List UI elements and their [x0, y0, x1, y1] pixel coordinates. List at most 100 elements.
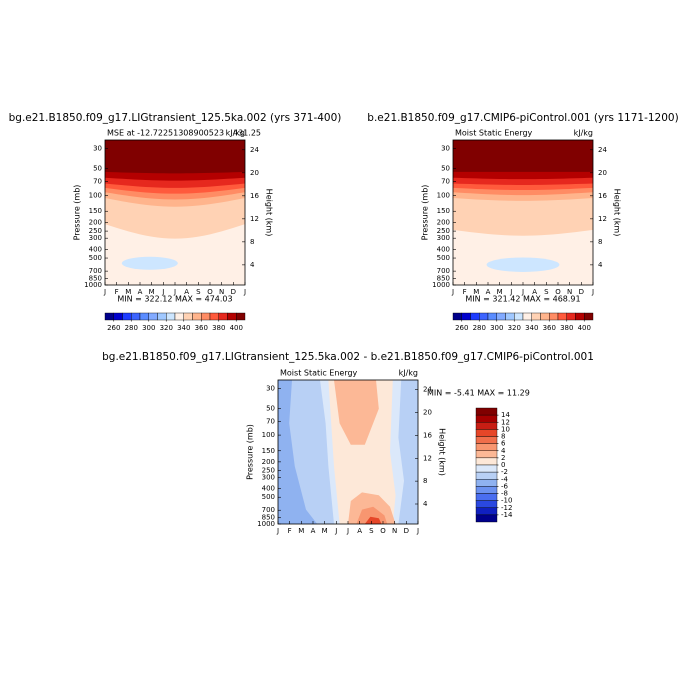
x-tick-label: D	[404, 527, 409, 535]
y2-tick-label: 20	[250, 169, 259, 177]
colorbar-label: 360	[543, 324, 556, 332]
y-tick-label: 100	[437, 191, 450, 199]
field-band	[453, 140, 593, 172]
colorbar-label: 400	[578, 324, 591, 332]
field-blob	[486, 257, 560, 272]
colorbar-box	[122, 312, 132, 321]
x-tick-label: O	[207, 288, 213, 296]
colorbar-label: 14	[501, 411, 510, 419]
y-tick-label: 850	[262, 514, 275, 522]
x-tick-label: D	[231, 288, 236, 296]
colorbar-label: 400	[230, 324, 243, 332]
colorbar-box	[139, 312, 149, 321]
y-tick-label: 150	[89, 207, 102, 215]
colorbar-label: 4	[501, 447, 506, 455]
y-tick-label: 1000	[432, 281, 450, 289]
y-tick-label: 150	[437, 207, 450, 215]
colorbar-box	[475, 450, 498, 459]
y-tick-label: 30	[441, 145, 450, 153]
colorbar-box	[514, 312, 524, 321]
field-region	[404, 380, 413, 424]
stats: MIN = 321.42 MAX = 468.91	[465, 295, 580, 304]
y2-axis-title: Height (km)	[265, 189, 274, 237]
colorbar-label: 280	[473, 324, 486, 332]
y-tick-label: 100	[89, 191, 102, 199]
colorbar-box	[479, 312, 489, 321]
colorbar-box	[209, 312, 219, 321]
x-tick-label: J	[243, 288, 246, 296]
x-tick-label: J	[509, 288, 512, 296]
colorbar-box	[148, 312, 158, 321]
colorbar-label: 8	[501, 433, 505, 441]
colorbar-box	[505, 312, 515, 321]
panel-subtitle: Moist Static Energy	[455, 129, 533, 138]
units: kJ/kg	[574, 129, 593, 138]
colorbar-box	[531, 312, 541, 321]
colorbar-box	[461, 312, 471, 321]
colorbar-box	[227, 312, 237, 321]
y-tick-label: 1000	[84, 281, 102, 289]
field-region	[356, 506, 388, 524]
y-tick-label: 1000	[257, 520, 275, 528]
colorbar-box	[549, 312, 559, 321]
colorbar-box	[475, 464, 498, 473]
field-band	[105, 140, 245, 174]
colorbar-box	[113, 312, 123, 321]
y2-tick-label: 20	[423, 409, 432, 417]
y-tick-label: 30	[93, 145, 102, 153]
y2-tick-label: 24	[250, 146, 259, 154]
x-tick-label: A	[184, 288, 189, 296]
y2-tick-label: 16	[598, 192, 607, 200]
colorbar-box	[566, 312, 576, 321]
x-tick-label: A	[486, 288, 491, 296]
y-tick-label: 50	[441, 165, 450, 173]
x-tick-label: S	[196, 288, 201, 296]
colorbar-label: 300	[142, 324, 155, 332]
colorbar-box	[475, 436, 498, 444]
y-axis-title: Pressure (mb)	[73, 185, 82, 241]
colorbar-label: 0	[501, 461, 505, 469]
x-tick-label: O	[555, 288, 561, 296]
y2-axis-title: Height (km)	[438, 428, 447, 476]
colorbar-box	[475, 457, 498, 466]
y2-tick-label: 20	[598, 169, 607, 177]
colorbar-box	[475, 479, 498, 487]
x-tick-label: M	[125, 288, 131, 296]
x-tick-label: F	[115, 288, 119, 296]
y-tick-label: 150	[262, 447, 275, 455]
y-tick-label: 70	[93, 178, 102, 186]
y-tick-label: 700	[89, 267, 102, 275]
colorbar-box	[475, 443, 498, 451]
colorbar-box	[475, 500, 498, 508]
x-tick-label: A	[532, 288, 537, 296]
y-tick-label: 500	[262, 493, 275, 501]
x-tick-label: M	[497, 288, 503, 296]
y-tick-label: 250	[262, 466, 275, 474]
x-tick-label: J	[521, 288, 524, 296]
y-tick-label: 500	[89, 254, 102, 262]
x-tick-label: M	[322, 527, 328, 535]
colorbar-box	[218, 312, 228, 321]
colorbar-box	[166, 312, 176, 321]
x-tick-label: N	[219, 288, 224, 296]
y-tick-label: 300	[89, 234, 102, 242]
y2-tick-label: 8	[423, 477, 427, 485]
x-tick-label: J	[103, 288, 106, 296]
colorbar-label: -6	[501, 482, 509, 490]
y-tick-label: 200	[262, 458, 275, 466]
colorbar-box	[475, 407, 498, 416]
x-tick-label: O	[380, 527, 386, 535]
colorbar-label: 300	[490, 324, 503, 332]
field-region	[334, 380, 379, 445]
y2-tick-label: 4	[250, 261, 255, 269]
colorbar-box	[475, 514, 498, 523]
colorbar-box	[496, 312, 506, 321]
colorbar-box	[475, 429, 498, 437]
x-tick-label: J	[334, 527, 337, 535]
y-tick-label: 200	[89, 218, 102, 226]
y2-tick-label: 16	[423, 431, 432, 439]
panel-subtitle: Moist Static Energy	[280, 369, 358, 378]
colorbar-label: 320	[160, 324, 173, 332]
x-tick-label: A	[138, 288, 143, 296]
